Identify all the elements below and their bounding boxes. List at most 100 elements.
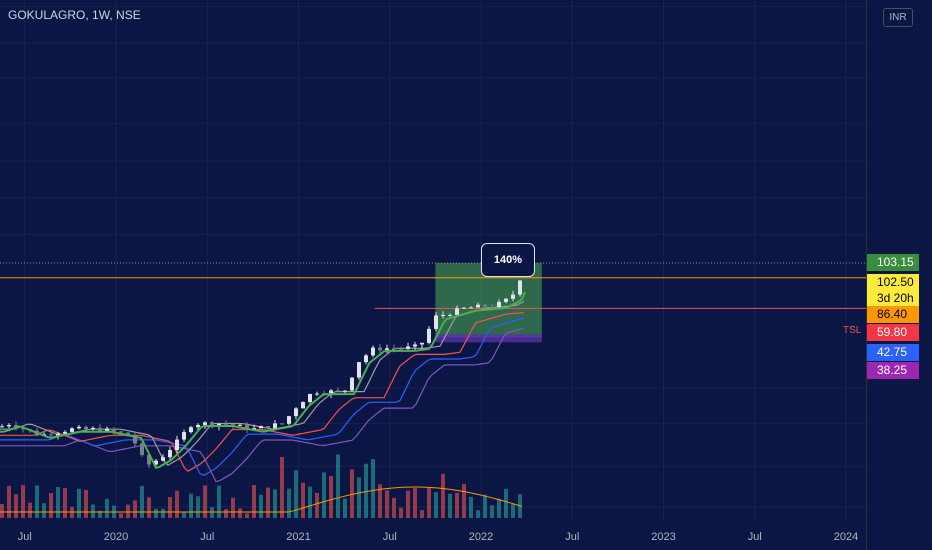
price-badge: 42.75: [867, 344, 919, 361]
candle-body: [378, 347, 382, 351]
volume-bar: [315, 492, 319, 518]
candle-body: [112, 428, 116, 432]
candle-body: [98, 427, 102, 432]
candle-body: [308, 393, 312, 403]
candle-body: [189, 427, 193, 433]
volume-bar: [406, 490, 410, 518]
volume-bar: [490, 505, 494, 518]
candle-body: [56, 433, 60, 436]
volume-bar: [161, 508, 165, 518]
volume-bar: [217, 485, 221, 518]
volume-bar: [350, 469, 354, 518]
symbol-title: GOKULAGRO, 1W, NSE: [8, 8, 141, 22]
currency-badge[interactable]: INR: [883, 8, 913, 27]
volume-bar: [413, 488, 417, 518]
candle-body: [427, 328, 431, 343]
volume-bar: [224, 509, 228, 518]
volume-bar: [448, 493, 452, 518]
volume-bar: [259, 494, 263, 518]
volume-bar: [210, 507, 214, 518]
volume-bar: [336, 454, 340, 518]
volume-bar: [91, 504, 95, 518]
volume-bar: [420, 510, 424, 518]
volume-bar: [329, 475, 333, 518]
x-tick-label: 2022: [469, 531, 493, 543]
price-badge: 38.25: [867, 362, 919, 379]
volume-bar: [455, 492, 459, 518]
price-badge: 59.80: [867, 324, 919, 341]
volume-bar: [343, 498, 347, 518]
candle-body: [483, 304, 487, 307]
candle-body: [301, 402, 305, 409]
candle-body: [175, 439, 179, 451]
candle-body: [217, 423, 221, 426]
candle-body: [259, 426, 263, 429]
candle-body: [280, 423, 284, 425]
price-badge: 102.50: [867, 274, 919, 291]
candle-body: [161, 457, 165, 461]
candle-body: [63, 431, 67, 434]
candle-body: [21, 428, 25, 430]
volume-bar: [98, 510, 102, 518]
candle-body: [238, 424, 242, 426]
candle-body: [448, 314, 452, 316]
volume-bar: [469, 496, 473, 518]
candle-body: [511, 294, 515, 299]
volume-bar: [504, 488, 508, 518]
volume-bar: [168, 496, 172, 518]
x-tick-label: 2023: [651, 531, 675, 543]
volume-bar: [140, 485, 144, 518]
x-tick-label: 2021: [286, 531, 310, 543]
candle-body: [140, 443, 144, 455]
x-tick-label: Jul: [383, 531, 397, 543]
candle-body: [154, 460, 158, 465]
volume-bar: [392, 497, 396, 518]
volume-bar: [476, 510, 480, 518]
candle-body: [413, 344, 417, 347]
volume-bar: [441, 473, 445, 518]
x-tick-label: 2024: [834, 531, 858, 543]
candle-body: [399, 348, 403, 350]
volume-bar: [56, 487, 60, 518]
candle-body: [105, 428, 109, 432]
candle-body: [224, 423, 228, 425]
candle-body: [490, 306, 494, 308]
candle-body: [476, 304, 480, 308]
volume-bar: [497, 498, 501, 518]
ma-line-red: [0, 311, 525, 472]
volume-bar: [371, 459, 375, 518]
candle-body: [245, 424, 249, 430]
volume-bar: [273, 489, 277, 518]
volume-bar: [77, 488, 81, 518]
candle-body: [182, 432, 186, 440]
candle-body: [294, 408, 298, 417]
candle-body: [203, 422, 207, 425]
candle-body: [196, 424, 200, 428]
volume-bar: [0, 504, 4, 518]
x-tick-label: Jul: [748, 531, 762, 543]
volume-bar: [378, 484, 382, 518]
volume-bar: [182, 511, 186, 518]
volume-bar: [105, 498, 109, 518]
volume-bar: [231, 497, 235, 518]
tsl-label: TSL: [843, 325, 862, 336]
volume-ma-line: [0, 486, 523, 513]
candle-body: [434, 315, 438, 329]
volume-bar: [434, 492, 438, 518]
trend-line: [0, 291, 526, 469]
ma-line-purple: [0, 327, 525, 483]
volume-bar: [301, 482, 305, 518]
volume-bar: [238, 508, 242, 518]
candle-body: [252, 428, 256, 430]
volume-bar: [308, 486, 312, 518]
candle-body: [133, 434, 137, 444]
candle-body: [287, 416, 291, 424]
candle-body: [119, 431, 123, 433]
volume-bar: [427, 487, 431, 518]
candle-body: [273, 423, 277, 429]
volume-bar: [84, 489, 88, 518]
candle-body: [420, 342, 424, 345]
ma-line-blue: [0, 317, 525, 476]
volume-bar: [126, 504, 130, 518]
